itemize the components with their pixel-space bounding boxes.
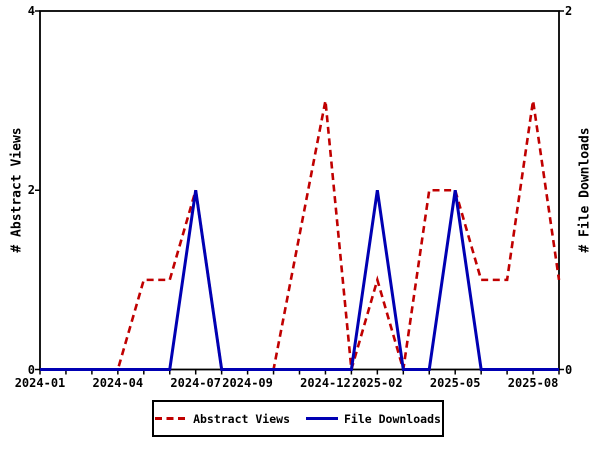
series-line-file-downloads	[40, 190, 559, 371]
solid-line-sample-icon	[306, 417, 338, 420]
x-tick-label: 2024-12	[300, 376, 351, 390]
dashed-line-sample-icon	[155, 417, 188, 420]
legend: Abstract Views File Downloads	[152, 400, 444, 437]
left-axis-title: # Abstract Views	[9, 127, 25, 253]
series-line-abstract-views	[40, 100, 561, 371]
x-tick-label: 2025-08	[507, 376, 559, 390]
right-y-tick-label: 2	[565, 4, 573, 18]
x-tick-label: 2024-04	[92, 376, 144, 390]
x-tick-label: 2024-09	[222, 376, 273, 390]
right-axis-title: # File Downloads	[577, 127, 593, 253]
x-tick-label: 2024-07	[170, 376, 221, 390]
x-tick-label: 2025-05	[429, 376, 481, 390]
legend-entry-abstract-views: Abstract Views	[155, 412, 290, 426]
x-tick-label: 2025-02	[352, 376, 403, 390]
plot-border	[39, 10, 560, 371]
legend-label-file-downloads: File Downloads	[344, 411, 441, 426]
left-y-tick-label: 2	[27, 183, 35, 198]
legend-entry-file-downloads: File Downloads	[306, 412, 441, 426]
x-tick-label: 2024-01	[14, 376, 66, 390]
legend-label-abstract-views: Abstract Views	[193, 411, 290, 426]
right-y-tick-label: 0	[565, 362, 573, 377]
left-y-tick-label: 0	[27, 362, 35, 377]
left-y-tick-label: 4	[27, 4, 35, 18]
